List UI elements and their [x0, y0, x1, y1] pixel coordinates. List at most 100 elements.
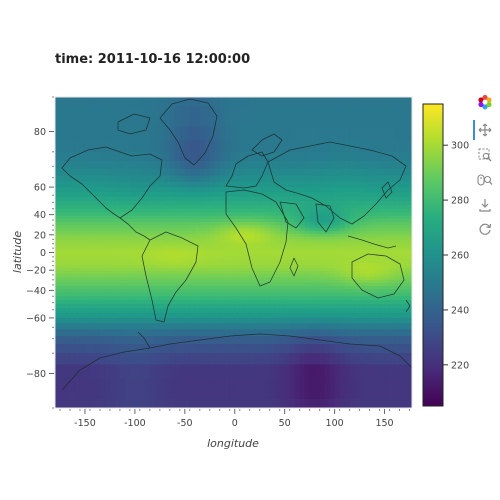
heatmap-cell: [294, 247, 301, 251]
heatmap-cell: [64, 285, 71, 290]
heatmap-cell: [159, 231, 166, 235]
heatmap-cell: [224, 378, 231, 400]
heatmap-cell: [384, 175, 391, 183]
heatmap-cell: [89, 212, 96, 217]
heatmap-cell: [79, 282, 86, 287]
heatmap-cell: [69, 378, 76, 400]
heatmap-cell: [399, 97, 406, 107]
heatmap-cell: [224, 231, 231, 235]
heatmap-cell: [319, 323, 326, 330]
heatmap-cell: [114, 279, 121, 284]
heatmap-cell: [69, 228, 76, 232]
heatmap-cell: [239, 273, 246, 278]
heatmap-cell: [274, 323, 281, 330]
heatmap-cell: [319, 231, 326, 235]
heatmap-cell: [219, 222, 226, 226]
heatmap-cell: [404, 160, 411, 170]
heatmap-cell: [394, 160, 401, 170]
heatmap-cell: [124, 268, 131, 272]
heatmap-cell: [219, 292, 226, 297]
pan-tool-button[interactable]: [473, 120, 496, 140]
heatmap-cell: [209, 257, 216, 261]
save-tool-button[interactable]: [474, 195, 496, 215]
heatmap-cell: [259, 265, 266, 269]
heatmap-cell: [114, 364, 121, 380]
heatmap-cell: [339, 233, 346, 238]
heatmap-cell: [364, 228, 371, 232]
heatmap-cell: [74, 378, 81, 400]
heatmap-cell: [249, 222, 256, 226]
heatmap-cell: [174, 308, 181, 314]
heatmap-cell: [254, 196, 261, 202]
heatmap-cell: [209, 289, 216, 294]
reset-tool-button[interactable]: [474, 219, 496, 239]
heatmap-cell: [209, 126, 216, 142]
heatmap-cell: [319, 106, 326, 127]
heatmap-cell: [229, 106, 236, 127]
heatmap-cell: [244, 204, 251, 210]
heatmap-cell: [329, 353, 336, 365]
heatmap-cell: [219, 268, 226, 272]
heatmap-cell: [114, 255, 121, 259]
heatmap-cell: [324, 271, 331, 275]
heatmap-cell: [374, 296, 381, 301]
heatmap-cell: [324, 212, 331, 217]
heatmap-cell: [169, 160, 176, 170]
heatmap-cell: [109, 236, 116, 240]
heatmap-cell: [204, 196, 211, 202]
box-zoom-tool-button[interactable]: [474, 145, 496, 165]
heatmap-cell: [94, 300, 101, 305]
heatmap-cell: [159, 219, 166, 223]
heatmap-cell: [384, 160, 391, 170]
heatmap-cell: [164, 398, 171, 408]
heatmap-cell: [139, 204, 146, 210]
heatmap-cell: [159, 200, 166, 206]
heatmap-cell: [274, 344, 281, 354]
heatmap-cell: [249, 344, 256, 354]
plot-area[interactable]: [54, 96, 413, 409]
heatmap-cell: [189, 215, 196, 220]
heatmap-cell: [99, 175, 106, 183]
wheel-zoom-tool-button[interactable]: [474, 170, 496, 190]
heatmap-cell: [134, 262, 141, 267]
heatmap-cell: [209, 168, 216, 177]
heatmap-cell: [284, 289, 291, 294]
heatmap-cell: [199, 222, 206, 226]
heatmap-cell: [119, 192, 126, 198]
heatmap-cell: [399, 308, 406, 314]
heatmap-cell: [384, 187, 391, 193]
heatmap-cell: [249, 282, 256, 287]
heatmap-cell: [299, 344, 306, 354]
heatmap-cell: [134, 212, 141, 217]
heatmap-cell: [299, 378, 306, 400]
heatmap-cell: [79, 308, 86, 314]
heatmap-cell: [404, 200, 411, 206]
active-tool-indicator: [473, 120, 475, 140]
heatmap-cell: [219, 175, 226, 183]
heatmap-cell: [254, 225, 261, 229]
heatmap-cell: [354, 312, 361, 319]
heatmap-cell: [119, 262, 126, 267]
heatmap-cell: [204, 231, 211, 235]
heatmap-cell: [179, 282, 186, 287]
heatmap-cell: [254, 222, 261, 226]
heatmap-cell: [174, 260, 181, 264]
heatmap-cell: [409, 244, 412, 248]
heatmap-cell: [254, 208, 261, 213]
heatmap-cell: [55, 175, 61, 183]
heatmap-cell: [184, 196, 191, 202]
heatmap-cell: [144, 175, 151, 183]
heatmap-cell: [229, 249, 236, 254]
heatmap-cell: [134, 296, 141, 301]
heatmap-cell: [199, 262, 206, 267]
heatmap-cell: [299, 233, 306, 238]
heatmap-cell: [214, 168, 221, 177]
heatmap-cell: [269, 225, 276, 229]
heatmap-cell: [274, 271, 281, 275]
heatmap-cell: [409, 175, 412, 183]
heatmap-cell: [404, 225, 411, 229]
heatmap-cell: [164, 215, 171, 220]
heatmap-cell: [274, 300, 281, 305]
heatmap-cell: [314, 312, 321, 319]
